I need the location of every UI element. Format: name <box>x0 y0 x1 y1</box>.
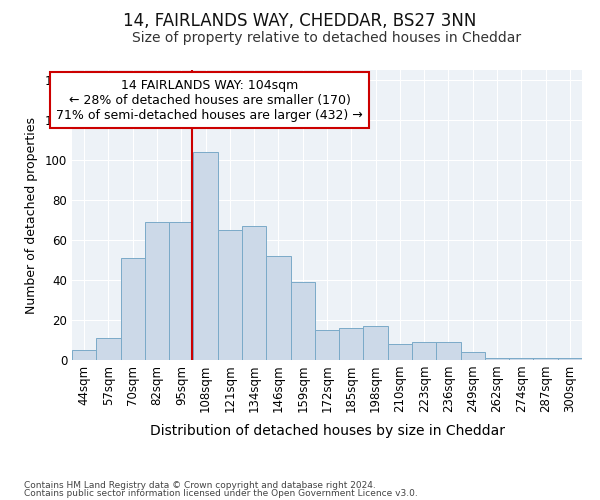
Bar <box>388 344 412 360</box>
Y-axis label: Number of detached properties: Number of detached properties <box>25 116 38 314</box>
Text: Contains public sector information licensed under the Open Government Licence v3: Contains public sector information licen… <box>24 489 418 498</box>
Bar <box>169 222 193 360</box>
Bar <box>436 342 461 360</box>
Bar <box>72 350 96 360</box>
Bar <box>461 352 485 360</box>
Bar <box>96 338 121 360</box>
X-axis label: Distribution of detached houses by size in Cheddar: Distribution of detached houses by size … <box>149 424 505 438</box>
Bar <box>558 358 582 360</box>
Bar <box>193 152 218 360</box>
Bar <box>485 358 509 360</box>
Bar <box>315 330 339 360</box>
Bar <box>218 230 242 360</box>
Bar <box>533 358 558 360</box>
Bar <box>290 282 315 360</box>
Bar <box>364 326 388 360</box>
Text: 14 FAIRLANDS WAY: 104sqm
← 28% of detached houses are smaller (170)
71% of semi-: 14 FAIRLANDS WAY: 104sqm ← 28% of detach… <box>56 78 363 122</box>
Bar <box>121 258 145 360</box>
Text: Contains HM Land Registry data © Crown copyright and database right 2024.: Contains HM Land Registry data © Crown c… <box>24 480 376 490</box>
Bar <box>412 342 436 360</box>
Bar <box>509 358 533 360</box>
Bar <box>339 328 364 360</box>
Bar <box>242 226 266 360</box>
Bar <box>266 256 290 360</box>
Bar <box>145 222 169 360</box>
Text: 14, FAIRLANDS WAY, CHEDDAR, BS27 3NN: 14, FAIRLANDS WAY, CHEDDAR, BS27 3NN <box>124 12 476 30</box>
Title: Size of property relative to detached houses in Cheddar: Size of property relative to detached ho… <box>133 31 521 45</box>
